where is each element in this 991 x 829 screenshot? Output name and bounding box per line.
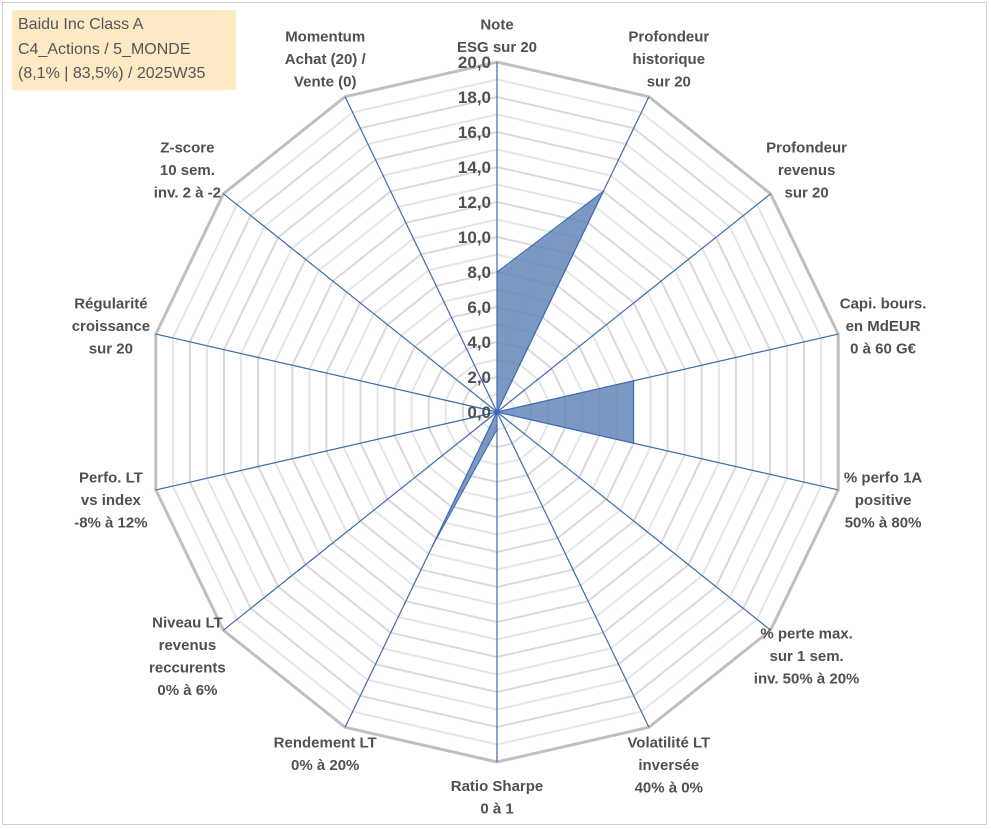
- axis-label: Note ESG sur 20: [457, 17, 537, 57]
- series-point: [431, 545, 434, 547]
- axis-label-line: sur 20: [784, 184, 828, 201]
- axis-label-line: Note: [480, 17, 513, 34]
- axis-label-line: Profondeur: [766, 139, 847, 156]
- axis-label-line: % perte max.: [760, 626, 853, 643]
- series-area: [432, 190, 634, 547]
- series-point: [632, 442, 635, 445]
- axis-label: Volatilité LT inversée 40% à 0%: [627, 734, 710, 796]
- radar-series: [431, 190, 635, 547]
- series-point: [496, 411, 498, 413]
- axis-label: Perfo. LT vs index -8% à 12%: [74, 469, 147, 531]
- axis-label-line: Momentum: [285, 29, 365, 46]
- title-line-category: C4_Actions / 5_MONDE: [18, 40, 191, 58]
- axis-label-line: Perfo. LT: [79, 469, 143, 486]
- axis-label-line: 50% à 80%: [845, 514, 922, 531]
- axis-label-line: inv. 50% à 20%: [754, 671, 860, 688]
- axis-label: Momentum Achat (20) / Vente (0): [285, 29, 367, 91]
- axis-label-line: Capi. bours.: [840, 296, 927, 313]
- axis-label-line: revenus: [159, 637, 217, 654]
- axis-label-line: Régularité: [74, 296, 147, 313]
- axis-label-line: en MdEUR: [846, 318, 921, 335]
- axis-label: Régularité croissance sur 20: [72, 296, 150, 358]
- axis-label-line: Volatilité LT: [627, 734, 710, 751]
- axis-label-line: positive: [855, 492, 912, 509]
- axis-label-line: revenus: [778, 162, 836, 179]
- axis-label: Niveau LT revenus reccurents 0% à 6%: [149, 614, 226, 699]
- axis-label-line: vs index: [81, 492, 142, 509]
- axis-label-line: Vente (0): [294, 74, 357, 91]
- radar-spoke: [223, 411, 498, 631]
- axis-label-line: Niveau LT: [152, 614, 223, 631]
- tick-label: 4,0: [467, 333, 491, 352]
- radar-spoke: [155, 333, 498, 413]
- axis-label-line: Ratio Sharpe: [451, 778, 544, 795]
- axis-label: % perfo 1A positive 50% à 80%: [844, 469, 923, 531]
- tick-label: 0,0: [467, 403, 491, 422]
- axis-label-line: % perfo 1A: [844, 469, 923, 486]
- tick-label: 10,0: [458, 228, 491, 247]
- axis-label: Profondeur revenus sur 20: [766, 139, 847, 201]
- axis-label-line: inv. 2 à -2: [154, 184, 221, 201]
- series-point: [496, 271, 498, 273]
- title-line-stats: (8,1% | 83,5%) / 2025W35: [18, 65, 206, 82]
- series-point: [602, 190, 605, 193]
- axis-label-line: 40% à 0%: [635, 779, 703, 796]
- tick-label: 16,0: [458, 123, 491, 142]
- axis-label-line: reccurents: [149, 659, 226, 676]
- title-line-company: Baidu Inc Class A: [18, 16, 144, 33]
- axis-label: Profondeur historique sur 20: [628, 29, 709, 91]
- tick-label: 14,0: [458, 158, 491, 177]
- axis-label-line: Profondeur: [628, 29, 709, 46]
- axis-label-line: sur 20: [647, 74, 691, 91]
- tick-label: 20,0: [458, 53, 491, 72]
- axis-label-line: 0 à 60 G€: [850, 341, 917, 358]
- axis-label-line: -8% à 12%: [74, 514, 147, 531]
- axis-label: % perte max. sur 1 sem. inv. 50% à 20%: [754, 626, 860, 688]
- axis-label-line: 0% à 6%: [157, 682, 217, 699]
- series-point: [632, 380, 635, 382]
- radar-spoke: [496, 411, 650, 728]
- radar-tick-labels: 0,0 2,0 4,0 6,0 8,0 10,0 12,0 14,0 16,0 18,0 20,0: [458, 53, 491, 422]
- axis-label-line: inversée: [638, 757, 699, 774]
- axis-label: Ratio Sharpe 0 à 1: [451, 778, 544, 818]
- axis-label-line: Rendement LT: [274, 734, 377, 751]
- radar-spoke: [344, 96, 498, 413]
- axis-label-line: 10 sem.: [160, 162, 215, 179]
- radar-spoke: [155, 411, 498, 491]
- axis-label-line: 0 à 1: [480, 801, 513, 818]
- axis-label: Rendement LT 0% à 20%: [274, 734, 377, 774]
- axis-label-line: historique: [633, 51, 706, 68]
- tick-label: 2,0: [467, 368, 491, 387]
- axis-label-line: sur 20: [89, 341, 133, 358]
- axis-label-line: ESG sur 20: [457, 39, 537, 56]
- radar-axis-labels: Note ESG sur 20 Profondeur historique sur 20…: [72, 17, 927, 818]
- axis-label-line: sur 1 sem.: [769, 648, 843, 665]
- axis-label-line: Z-score: [160, 139, 214, 156]
- radar-spoke: [496, 411, 771, 631]
- tick-label: 8,0: [467, 263, 491, 282]
- chart-title-box: Baidu Inc Class A C4_Actions / 5_MONDE (…: [12, 10, 236, 90]
- tick-label: 6,0: [467, 298, 491, 317]
- radar-spoke: [223, 193, 498, 413]
- axis-label: Capi. bours. en MdEUR 0 à 60 G€: [840, 296, 927, 358]
- axis-label: Z-score 10 sem. inv. 2 à -2: [154, 139, 221, 201]
- axis-label-line: 0% à 20%: [291, 757, 359, 774]
- axis-label-line: Achat (20) /: [285, 51, 367, 68]
- tick-label: 18,0: [458, 88, 491, 107]
- tick-label: 12,0: [458, 193, 491, 212]
- series-point: [496, 428, 498, 431]
- axis-label-line: croissance: [72, 318, 150, 335]
- radar-spoke: [496, 193, 771, 413]
